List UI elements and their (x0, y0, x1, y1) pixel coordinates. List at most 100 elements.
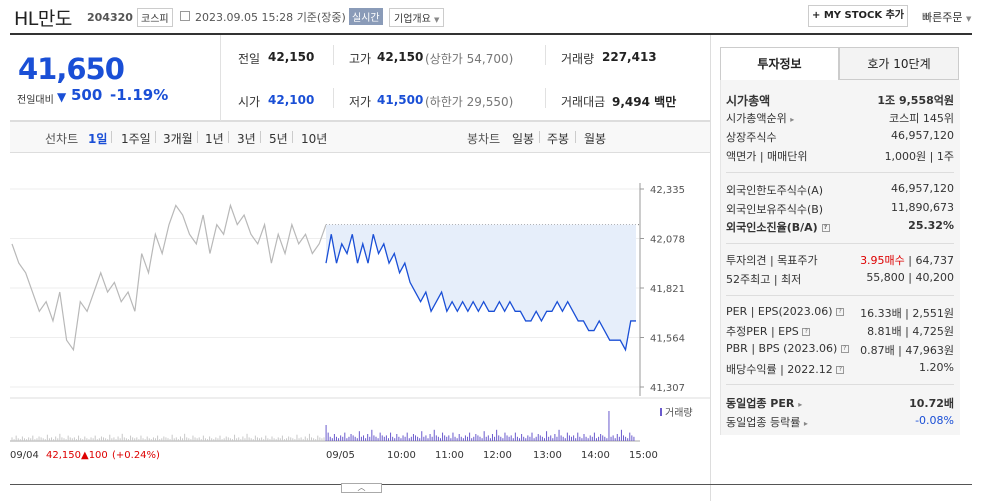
summary-separator (333, 45, 334, 65)
row-foreign-rate: 외국인소진율(B/A) ? 25.32% (726, 219, 954, 237)
sector-per-label: 동일업종 PER ▸ (726, 395, 802, 411)
panel-divider (726, 295, 954, 296)
row-shares: 상장주식수 46,957,120 (726, 129, 954, 147)
sector-rate-label: 동일업종 등락률 ▸ (726, 414, 808, 430)
face-value: 1,000원 | 1주 (884, 150, 954, 163)
tab-separator (197, 131, 198, 143)
sector-rate-value: -0.08% (915, 414, 954, 427)
row-face-value: 액면가 | 매매단위 1,000원 | 1주 (726, 148, 954, 166)
tab-1d[interactable]: 1일 (88, 132, 108, 146)
add-mystock-button[interactable]: + MY STOCK 추가 (808, 5, 908, 27)
tab-3y[interactable]: 3년 (237, 132, 256, 146)
opinion-rating: 3.95매수 (860, 254, 905, 267)
prev-day-change: ▲100 (81, 450, 108, 461)
datetime-basis: 기준(장중) (296, 11, 346, 24)
stock-name: HL만도 (14, 8, 72, 30)
x-tick-label: 14:00 (581, 450, 610, 461)
row-dividend: 배당수익률 | 2022.12 ? 1.20% (726, 361, 954, 379)
dividend-label-text: 배당수익률 | 2022.12 (726, 363, 833, 376)
x-tick-label: 10:00 (387, 450, 416, 461)
amount-label: 거래대금 (561, 95, 606, 109)
high-value: 42,150 (377, 50, 424, 64)
prev-day-rate: (+0.24%) (112, 450, 160, 461)
y-tick-label: 42,335 (650, 185, 685, 196)
foreign-limit-label: 외국인한도주식수(A) (726, 184, 824, 197)
volume-legend-label: 거래량 (665, 407, 693, 419)
market-cap-value: 1조 9,558억원 (877, 94, 954, 107)
row-est-per: 추정PER | EPS ? 8.81배 | 4,725원 (726, 323, 954, 341)
pbr-value: 0.87배 | 47,963원 (860, 344, 954, 357)
market-rank-label: 시가총액순위 ▸ (726, 110, 794, 126)
candle-chart-label: 봉차트 (467, 132, 501, 146)
foreign-rate-label-text: 외국인소진율(B/A) (726, 221, 818, 234)
info-icon[interactable]: ? (821, 224, 830, 232)
prev-close-label: 전일 (238, 52, 261, 66)
est-per-label-text: 추정PER | EPS (726, 325, 799, 338)
info-icon[interactable]: ? (802, 328, 811, 336)
tab-10y[interactable]: 10년 (301, 132, 328, 146)
quick-order-button[interactable]: 빠른주문 ▼ (922, 9, 971, 25)
chevron-right-icon: ▸ (803, 419, 808, 428)
dividend-value: 1.20% (919, 361, 954, 374)
tab-investment-info[interactable]: 투자정보 (720, 47, 839, 80)
tab-weekly[interactable]: 주봉 (547, 132, 570, 146)
low-value: 41,500 (377, 93, 424, 107)
tab-hoga-10[interactable]: 호가 10단계 (839, 47, 959, 80)
tab-separator (111, 131, 112, 143)
row-foreign-limit: 외국인한도주식수(A) 46,957,120 (726, 182, 954, 200)
tab-separator (260, 131, 261, 143)
info-icon[interactable]: ? (836, 366, 845, 374)
upper-limit: (상한가 54,700) (425, 52, 514, 66)
down-arrow-icon: ▼ (57, 90, 67, 104)
pbr-label: PBR | BPS (2023.06) ? (726, 342, 849, 355)
summary-separator (545, 88, 546, 108)
tab-daily[interactable]: 일봉 (512, 132, 535, 146)
x-tick-label: 13:00 (533, 450, 562, 461)
tab-1y[interactable]: 1년 (205, 132, 224, 146)
tab-5y[interactable]: 5년 (269, 132, 288, 146)
line-chart-label: 선차트 (45, 132, 79, 146)
per-label: PER | EPS(2023.06) ? (726, 305, 845, 318)
foreign-hold-label: 외국인보유주식수(B) (726, 203, 824, 216)
market-rank-label-text: 시가총액순위 (726, 112, 787, 125)
row-pbr: PBR | BPS (2023.06) ? 0.87배 | 47,963원 (726, 342, 954, 360)
tab-separator (575, 131, 576, 143)
chevron-right-icon: ▸ (790, 115, 795, 124)
info-icon[interactable]: ? (840, 345, 849, 353)
row-sector-per: 동일업종 PER ▸ 10.72배 (726, 395, 954, 413)
realtime-badge[interactable]: 실시간 (349, 8, 383, 25)
company-info-dropdown[interactable]: 기업개요 ▼ (389, 8, 445, 27)
company-info-label: 기업개요 (394, 14, 431, 25)
tab-1w[interactable]: 1주일 (121, 132, 151, 146)
tab-3m[interactable]: 3개월 (163, 132, 193, 146)
info-icon[interactable]: ? (836, 308, 845, 316)
collapse-button[interactable]: ︿ (341, 483, 382, 493)
y-tick-label: 41,307 (650, 383, 685, 394)
price-chart[interactable]: 42,335 42,078 41,821 41,564 41,307 거래량 09/04 09… (10, 153, 710, 463)
x-tick-label: 12:00 (483, 450, 512, 461)
foreign-rate-label: 외국인소진율(B/A) ? (726, 219, 830, 235)
row-market-cap: 시가총액 1조 9,558억원 (726, 92, 954, 110)
tab-monthly[interactable]: 월봉 (584, 132, 607, 146)
volume-legend-icon (660, 408, 662, 416)
market-badge: 코스피 (137, 8, 173, 27)
summary-separator (220, 35, 221, 121)
y-tick-label: 41,564 (650, 334, 685, 345)
chevron-down-icon: ▼ (965, 15, 972, 23)
lower-limit: (하한가 29,550) (425, 95, 514, 109)
calendar-icon (180, 11, 190, 21)
series-area-today (326, 224, 636, 350)
row-52week: 52주최고 | 최저 55,800 | 40,200 (726, 271, 954, 289)
x-tick-label: 09/05 (326, 450, 355, 461)
sector-rate-label-text: 동일업종 등락률 (726, 416, 801, 429)
per-label-text: PER | EPS(2023.06) (726, 305, 833, 318)
chevron-down-icon: ▼ (434, 16, 440, 24)
shares-label: 상장주식수 (726, 131, 777, 144)
panel-divider (710, 35, 711, 501)
open-value: 42,100 (268, 93, 315, 107)
per-value: 16.33배 | 2,551원 (860, 307, 954, 320)
open-label: 시가 (238, 95, 261, 109)
pbr-label-text: PBR | BPS (2023.06) (726, 342, 838, 355)
high-label: 고가 (349, 52, 372, 66)
est-per-value: 8.81배 | 4,725원 (867, 325, 954, 338)
